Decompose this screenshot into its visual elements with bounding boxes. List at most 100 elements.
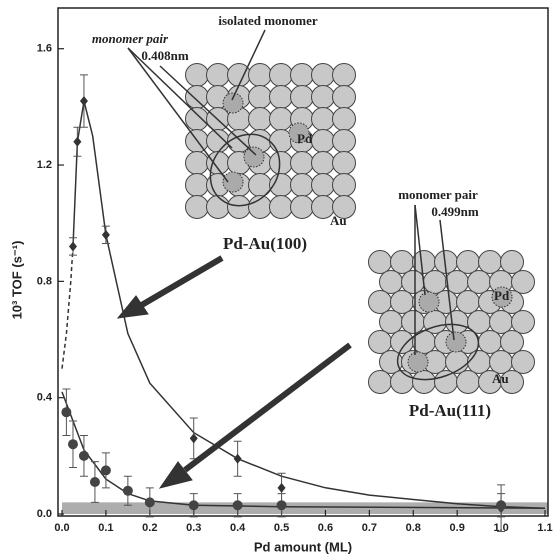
- annotation: monomer pair: [398, 187, 478, 202]
- pd-atom: [222, 92, 244, 114]
- atom: [332, 173, 356, 197]
- atom: [511, 310, 535, 334]
- atom: [185, 151, 209, 175]
- x-tick-label: 0.5: [274, 522, 289, 534]
- x-tick-label: 0.8: [406, 522, 421, 534]
- atom: [379, 270, 403, 294]
- marker-circle: [496, 500, 507, 511]
- annotation: isolated monomer: [218, 13, 318, 28]
- atom: [332, 195, 356, 219]
- atom: [368, 330, 392, 354]
- marker-diamond: [101, 229, 110, 240]
- annotation: Au: [492, 371, 509, 386]
- x-tick-label: 0.2: [142, 522, 157, 534]
- atom: [332, 151, 356, 175]
- annotation: monomer pair: [92, 31, 169, 46]
- annotation: Pd-Au(111): [409, 401, 491, 420]
- marker-circle: [89, 477, 100, 488]
- arrow-shaft: [183, 342, 352, 473]
- pointer: [231, 29, 266, 101]
- atom: [290, 63, 314, 87]
- marker-diamond: [189, 433, 198, 444]
- atom: [467, 350, 491, 374]
- pd-atom: [491, 286, 513, 308]
- annotation: 0.408nm: [141, 48, 188, 63]
- atom: [248, 63, 272, 87]
- atom: [185, 85, 209, 109]
- marker-circle: [100, 465, 111, 476]
- atom: [185, 107, 209, 131]
- atom: [206, 63, 230, 87]
- atom: [401, 270, 425, 294]
- atom: [434, 370, 458, 394]
- atom: [206, 195, 230, 219]
- x-tick-label: 0.6: [318, 522, 333, 534]
- annotation: Au: [330, 213, 347, 228]
- atom: [311, 85, 335, 109]
- atom: [445, 270, 469, 294]
- atom: [269, 63, 293, 87]
- atom: [423, 270, 447, 294]
- atom: [290, 195, 314, 219]
- arrow-shaft: [138, 255, 224, 309]
- marker-diamond: [233, 453, 242, 464]
- atom: [311, 107, 335, 131]
- atom: [390, 370, 414, 394]
- y-tick-label: 1.6: [37, 43, 52, 55]
- atom: [269, 85, 293, 109]
- pd-atom: [445, 331, 467, 353]
- atom: [290, 151, 314, 175]
- atom: [311, 173, 335, 197]
- pd-atom: [418, 291, 440, 313]
- atom: [456, 250, 480, 274]
- arrows: [116, 29, 480, 489]
- atom: [401, 310, 425, 334]
- atom: [412, 330, 436, 354]
- y-tick-label: 0.4: [37, 392, 53, 404]
- atom: [500, 330, 524, 354]
- atom: [311, 129, 335, 153]
- marker-diamond: [68, 241, 77, 252]
- atom: [185, 173, 209, 197]
- atom: [311, 63, 335, 87]
- atom: [185, 195, 209, 219]
- marker-circle: [122, 485, 133, 496]
- atom: [368, 290, 392, 314]
- marker-circle: [61, 407, 72, 418]
- x-tick-label: 0.1: [98, 522, 113, 534]
- marker-diamond: [79, 96, 88, 107]
- arrow-head: [116, 295, 149, 319]
- fit-curve: [61, 246, 74, 369]
- atom: [248, 107, 272, 131]
- atom: [290, 85, 314, 109]
- atom: [332, 85, 356, 109]
- x-tick-label: 1.1: [537, 522, 552, 534]
- atom: [332, 129, 356, 153]
- marker-circle: [67, 439, 78, 450]
- x-tick-label: 0.4: [230, 522, 246, 534]
- x-tick-label: 0.0: [54, 522, 69, 534]
- atom: [248, 85, 272, 109]
- atom: [185, 63, 209, 87]
- atom: [489, 310, 513, 334]
- pd-atom: [243, 146, 265, 168]
- data-layer: [61, 74, 546, 532]
- atom: [478, 250, 502, 274]
- atom: [511, 270, 535, 294]
- pointer: [439, 219, 455, 341]
- marker-circle: [276, 500, 287, 511]
- inset-pd-au-111: [368, 250, 535, 394]
- annotation: Pd-Au(100): [223, 234, 307, 253]
- atom: [269, 107, 293, 131]
- pd-atom: [407, 351, 429, 373]
- atom: [478, 330, 502, 354]
- shaded-band: [62, 502, 548, 514]
- atom: [227, 195, 251, 219]
- pd-atom: [222, 171, 244, 193]
- atom: [511, 350, 535, 374]
- y-tick-label: 1.2: [37, 159, 52, 171]
- pointer: [127, 47, 233, 149]
- atom: [456, 290, 480, 314]
- annotation: Pd: [297, 131, 313, 146]
- atom: [206, 129, 230, 153]
